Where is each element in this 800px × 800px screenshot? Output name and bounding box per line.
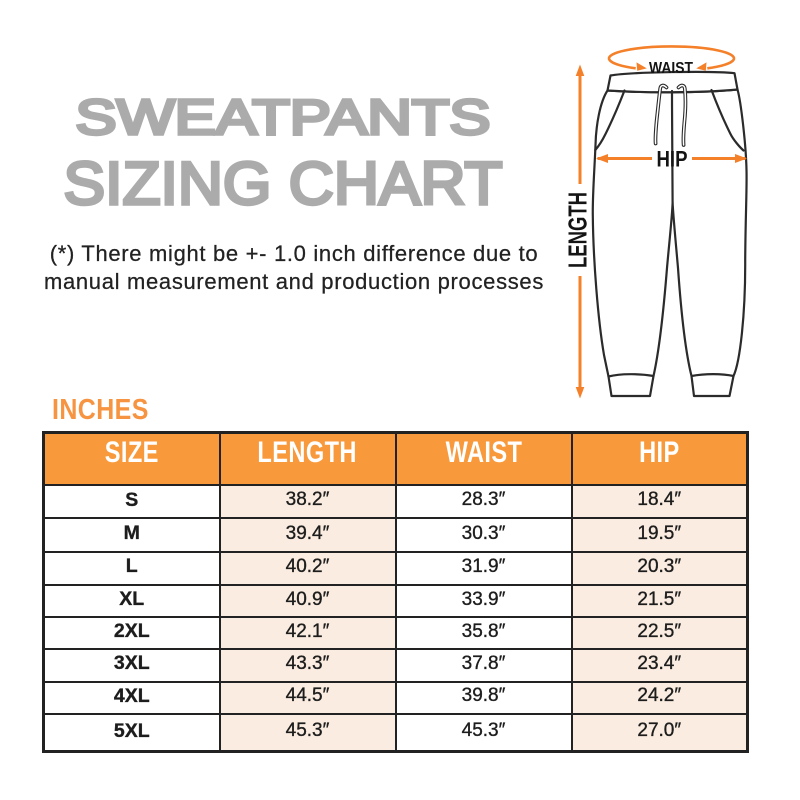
svg-text:LENGTH: LENGTH — [563, 192, 593, 268]
svg-text:HIP: HIP — [657, 147, 688, 172]
svg-text:WAIST: WAIST — [649, 60, 693, 77]
